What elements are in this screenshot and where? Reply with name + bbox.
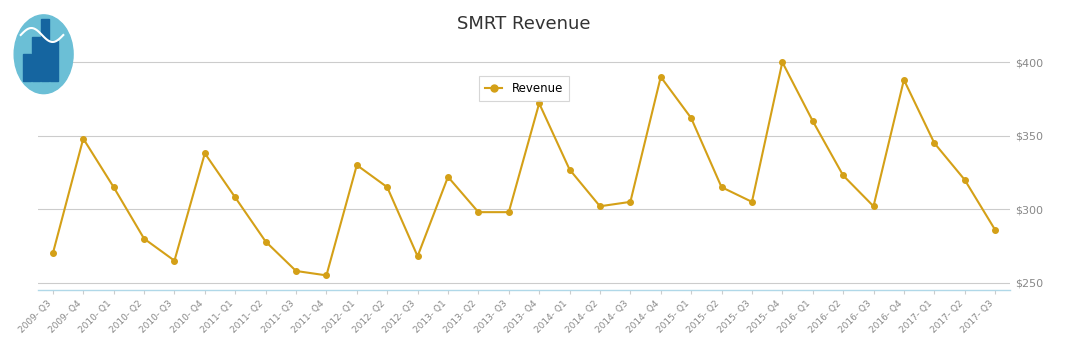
Revenue [259,239,272,244]
Revenue [898,78,911,82]
Line: Revenue: Revenue [50,60,998,278]
Circle shape [14,15,73,93]
Revenue [199,151,212,155]
Bar [41,19,49,80]
Revenue [502,210,515,214]
Revenue [684,116,697,120]
Revenue [381,185,394,189]
Revenue [442,175,455,179]
Revenue [532,101,546,105]
Bar [32,37,39,80]
Revenue [168,259,181,263]
Revenue [563,167,576,172]
Revenue [411,254,424,258]
Bar [23,54,31,80]
Revenue [806,119,819,123]
Revenue [107,185,120,189]
Revenue [958,178,971,182]
Revenue [745,200,758,204]
Revenue [988,228,1002,232]
Revenue [776,60,789,64]
Legend: Revenue: Revenue [479,76,570,101]
Revenue [655,75,668,79]
Revenue [715,185,728,189]
Revenue [350,163,363,167]
Revenue [624,200,637,204]
Revenue [837,173,850,177]
Title: SMRT Revenue: SMRT Revenue [457,15,590,33]
Revenue [229,195,242,199]
Revenue [927,141,940,145]
Revenue [76,136,89,141]
Revenue [289,269,302,273]
Revenue [320,273,333,278]
Revenue [46,251,59,256]
Revenue [471,210,484,214]
Revenue [594,204,607,208]
Revenue [867,204,880,208]
Bar [50,41,58,80]
Revenue [137,237,151,241]
